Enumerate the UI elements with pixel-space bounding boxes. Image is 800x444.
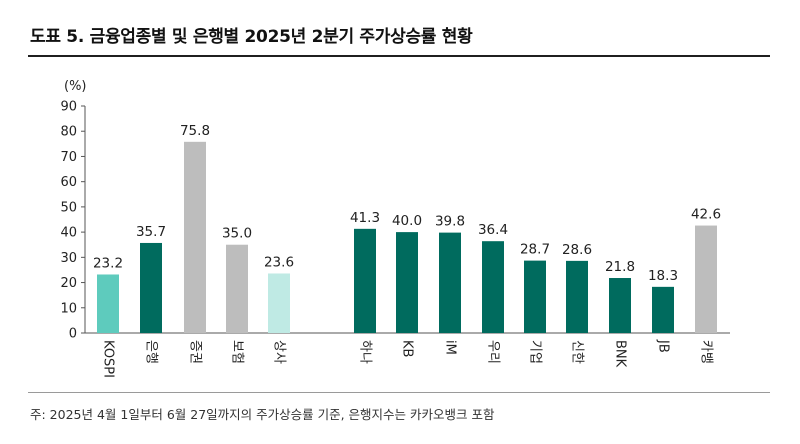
category-label: 증권: [188, 340, 203, 364]
y-unit-label: (%): [64, 79, 87, 94]
value-label: 23.2: [93, 255, 123, 271]
footnote-divider: [28, 392, 770, 393]
bars: [97, 141, 717, 333]
category-label: 상사: [272, 340, 287, 364]
category-label: 기업: [528, 340, 543, 364]
y-tick-label: 80: [60, 125, 77, 140]
bar-KB: [396, 232, 418, 333]
bar-카뱅: [695, 225, 717, 333]
y-tick-label: 30: [60, 251, 77, 266]
y-tick-label: 40: [60, 226, 77, 241]
bar-상사: [268, 273, 290, 333]
bar-우리: [482, 241, 504, 333]
value-label: 28.7: [520, 242, 550, 258]
bar-보험: [226, 244, 248, 333]
chart-title: 도표 5. 금융업종별 및 은행별 2025년 2분기 주가상승률 현황: [30, 27, 473, 47]
bar-신한: [566, 260, 588, 333]
footnote: 주: 2025년 4월 1일부터 6월 27일까지의 주가상승률 기준, 은행지…: [30, 407, 495, 422]
value-label: 39.8: [435, 214, 465, 230]
value-label: 41.3: [350, 210, 380, 226]
y-tick-label: 0: [69, 327, 77, 342]
bar-BNK: [609, 278, 631, 333]
value-label: 18.3: [648, 268, 678, 284]
category-labels: KOSPI 은행 증권 보험 상사 하나 KB iM 우리 기업 신한 BNK JB 카뱅: [101, 339, 714, 378]
bar-하나: [354, 228, 376, 333]
category-label: JB: [656, 339, 671, 353]
bar-JB: [652, 286, 674, 333]
category-label: 신한: [570, 340, 585, 364]
value-label: 28.6: [562, 242, 592, 258]
bar-기업: [524, 260, 546, 333]
category-label: KOSPI: [101, 340, 116, 378]
category-label: 카뱅: [699, 340, 714, 364]
y-tick-label: 10: [60, 301, 77, 316]
category-label: BNK: [613, 340, 628, 368]
title-divider: [28, 55, 770, 57]
y-tick-label: 90: [60, 100, 77, 115]
category-label: 은행: [144, 340, 160, 364]
value-label: 35.7: [136, 224, 166, 240]
value-label: 36.4: [478, 222, 508, 238]
value-labels: 23.2 35.7 75.8 35.0 23.6 41.3 40.0 39.8 36.4 28.7…: [93, 123, 721, 284]
value-label: 75.8: [180, 123, 210, 139]
value-label: 40.0: [392, 213, 422, 229]
y-tick-label: 70: [60, 150, 77, 165]
bar-은행: [140, 242, 162, 333]
category-label: 우리: [486, 340, 501, 364]
value-label: 35.0: [222, 226, 252, 242]
y-tick-label: 60: [60, 175, 77, 190]
y-tick-label: 50: [60, 200, 77, 215]
category-label: 보험: [230, 340, 245, 364]
category-label: iM: [443, 340, 458, 355]
value-label: 21.8: [605, 259, 635, 275]
value-label: 42.6: [691, 207, 721, 223]
category-label: KB: [400, 340, 415, 357]
category-label: 하나: [358, 340, 373, 364]
bar-iM: [439, 232, 461, 333]
y-axis: (%) 0 10 20 30 40 50 60 70 80 90: [60, 79, 730, 342]
bar-KOSPI: [97, 274, 119, 333]
bar-증권: [184, 141, 206, 333]
y-tick-label: 20: [60, 276, 77, 291]
value-label: 23.6: [264, 254, 294, 270]
